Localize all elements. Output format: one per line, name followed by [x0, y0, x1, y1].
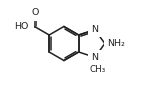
Text: O: O — [31, 8, 39, 17]
Text: HO: HO — [14, 22, 29, 31]
Text: NH₂: NH₂ — [107, 39, 125, 48]
Text: N: N — [91, 53, 98, 62]
Text: N: N — [91, 25, 98, 34]
Text: CH₃: CH₃ — [89, 65, 105, 74]
